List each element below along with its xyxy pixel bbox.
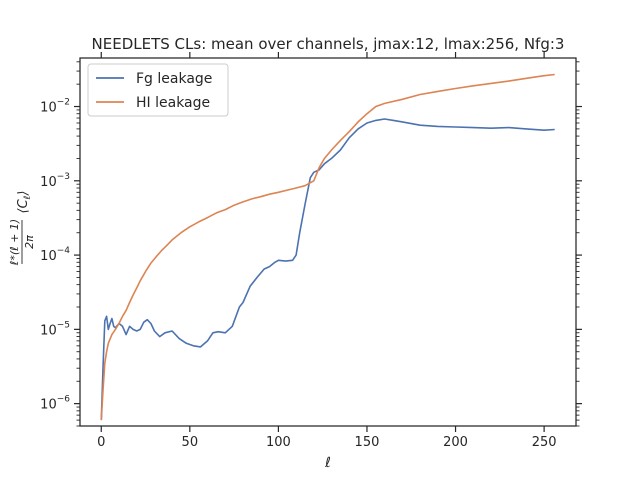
y-tick-label: 10−4 [40,246,70,264]
y-tick-label: 10−5 [40,320,70,338]
legend-label: HI leakage [136,95,210,111]
svg-text:ℓ*(ℓ + 1): ℓ*(ℓ + 1) [8,219,21,266]
x-tick-label: 150 [355,435,380,450]
y-axis-label: ℓ*(ℓ + 1) 2π ⟨Cℓ⟩ [8,191,36,267]
ticks-layer: 0 50 100 150 200 250 10−6 10−5 10−4 10−3 10−2 [40,52,582,450]
y-tick-label: 10−3 [40,172,70,190]
series-line-fg-leakage [100,118,555,421]
series-line-hi-leakage [100,73,555,421]
plot-frame [79,57,577,427]
svg-text:2π: 2π [23,235,36,249]
legend: Fg leakage HI leakage [87,63,229,117]
x-tick-label: 250 [532,435,557,450]
svg-text:⟨Cℓ⟩: ⟨Cℓ⟩ [16,191,33,214]
x-tick-label: 100 [266,435,291,450]
legend-box [87,63,229,117]
series-layer [100,73,555,421]
x-axis-label: ℓ [324,455,331,471]
x-tick-label: 50 [182,435,199,450]
x-tick-label: 200 [443,435,468,450]
legend-label: Fg leakage [136,71,212,87]
x-tick-label: 0 [97,435,105,450]
chart-title: NEEDLETS CLs: mean over channels, jmax:1… [92,35,565,53]
y-tick-label: 10−6 [40,395,70,413]
y-tick-label: 10−2 [40,98,70,116]
